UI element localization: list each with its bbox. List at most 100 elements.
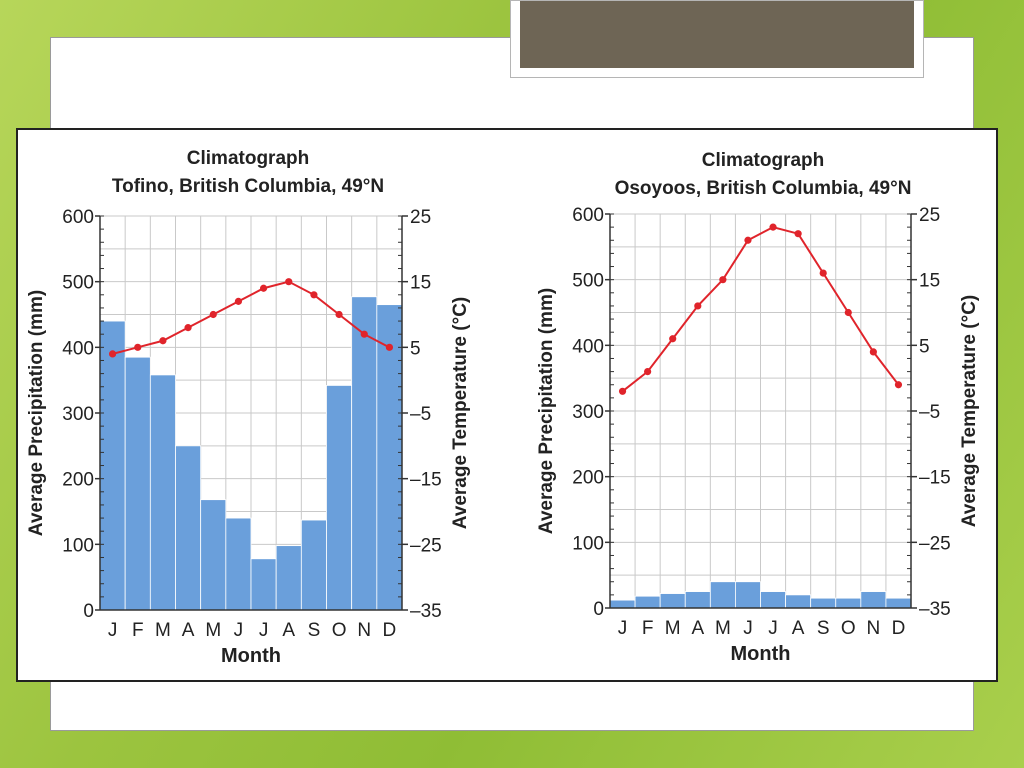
temperature-point <box>184 324 192 332</box>
y-tick-label: 200 <box>572 468 604 489</box>
temperature-point <box>769 223 777 231</box>
x-tick-label: M <box>715 618 731 639</box>
precipitation-bar <box>300 519 327 611</box>
precipitation-bar <box>609 599 636 609</box>
y-tick-label: 300 <box>572 402 604 423</box>
chart-subtitle: Osoyoos, British Columbia, 49°N <box>615 178 912 199</box>
y-tick-label: 600 <box>572 205 604 226</box>
y2-tick-label: 15 <box>919 271 940 292</box>
precipitation-bar <box>760 591 786 609</box>
temperature-point <box>310 291 318 299</box>
x-tick-label: F <box>132 620 144 641</box>
x-axis-title: Month <box>731 643 791 665</box>
chart-title: Climatograph <box>187 148 309 169</box>
x-tick-label: J <box>768 618 778 639</box>
chart-subtitle: Tofino, British Columbia, 49°N <box>112 176 384 197</box>
y-tick-label: 500 <box>572 271 604 292</box>
precipitation-bar <box>659 593 686 609</box>
temperature-line <box>621 226 900 393</box>
title-placeholder-fill <box>520 1 914 68</box>
x-tick-label: M <box>205 620 221 641</box>
temperature-point <box>869 348 877 356</box>
y2-axis-title: Average Temperature (°C) <box>450 297 471 530</box>
precipitation-bar <box>275 545 302 611</box>
x-tick-label: D <box>892 618 906 639</box>
x-tick-label: J <box>108 620 118 641</box>
y-tick-label: 500 <box>62 273 94 294</box>
x-tick-label: J <box>743 618 753 639</box>
temperature-point <box>159 337 167 345</box>
precipitation-bar <box>885 597 912 609</box>
temperature-point <box>694 302 702 310</box>
y2-tick-label: –15 <box>919 468 951 489</box>
precipitation-bar <box>250 558 277 611</box>
temperature-point <box>234 297 243 305</box>
x-tick-label: A <box>792 618 805 639</box>
precipitation-bar <box>225 517 252 611</box>
y2-tick-label: 5 <box>919 336 930 357</box>
y2-axis-title: Average Temperature (°C) <box>959 295 980 528</box>
precipitation-bar <box>175 445 202 611</box>
temperature-point <box>108 350 117 358</box>
x-tick-label: M <box>155 620 171 641</box>
precipitation-bar <box>810 597 837 609</box>
x-tick-label: A <box>282 620 295 641</box>
y-tick-label: 100 <box>572 533 604 554</box>
x-tick-label: N <box>357 620 371 641</box>
x-tick-label: S <box>817 618 830 639</box>
temperature-point <box>669 335 677 343</box>
y2-tick-label: –35 <box>410 601 442 622</box>
precipitation-bar <box>684 591 711 609</box>
x-tick-label: J <box>259 620 269 641</box>
temperature-point <box>644 368 652 376</box>
y-axis-title: Average Precipitation (mm) <box>536 288 557 534</box>
y2-tick-label: 15 <box>410 273 431 294</box>
x-tick-label: M <box>665 618 681 639</box>
precipitation-bar <box>634 595 661 609</box>
y-tick-label: 0 <box>593 599 604 620</box>
temperature-point <box>335 310 343 319</box>
temperature-point <box>844 308 852 317</box>
y2-tick-label: –15 <box>410 470 442 491</box>
temperature-point <box>894 381 903 389</box>
y-axis-title: Average Precipitation (mm) <box>26 290 47 536</box>
precipitation-bar <box>326 385 353 611</box>
climatograph-chart-1: Climatograph Tofino, British Columbia, 49… <box>26 148 471 667</box>
y-tick-label: 400 <box>62 338 94 359</box>
temperature-line <box>112 280 390 355</box>
precipitation-bar <box>351 296 378 611</box>
precipitation-bar <box>124 356 151 611</box>
temperature-point <box>618 387 627 395</box>
y2-tick-label: –25 <box>919 533 951 554</box>
y2-tick-label: –25 <box>410 535 442 556</box>
y-tick-label: 200 <box>62 470 94 491</box>
y-tick-label: 300 <box>62 404 94 425</box>
precipitation-bar <box>709 581 736 609</box>
climatograph-svg: Climatograph Tofino, British Columbia, 49… <box>26 148 980 667</box>
temperature-point <box>209 310 217 319</box>
precipitation-bar <box>785 594 812 609</box>
y-tick-label: 100 <box>62 535 94 556</box>
temperature-point <box>285 278 293 286</box>
climatograph-figure: Climatograph Tofino, British Columbia, 49… <box>16 128 998 682</box>
precipitation-bar <box>860 591 887 609</box>
x-tick-label: S <box>308 620 321 641</box>
temperature-point <box>819 269 827 277</box>
precipitation-bar <box>149 374 176 611</box>
temperature-point <box>259 284 268 292</box>
y2-tick-label: –35 <box>919 599 951 620</box>
temperature-point <box>360 330 368 338</box>
y2-tick-label: 5 <box>410 338 421 359</box>
x-tick-label: O <box>841 618 856 639</box>
temperature-point <box>794 230 802 238</box>
x-tick-label: J <box>618 618 628 639</box>
plot-grid <box>609 213 912 609</box>
x-tick-label: J <box>234 620 244 641</box>
y2-tick-label: 25 <box>410 207 431 228</box>
y-tick-label: 600 <box>62 207 94 228</box>
y-tick-label: 0 <box>83 601 94 622</box>
x-tick-label: N <box>867 618 881 639</box>
y2-tick-label: –5 <box>410 404 431 425</box>
temperature-point <box>385 343 394 351</box>
temperature-point <box>744 236 752 244</box>
